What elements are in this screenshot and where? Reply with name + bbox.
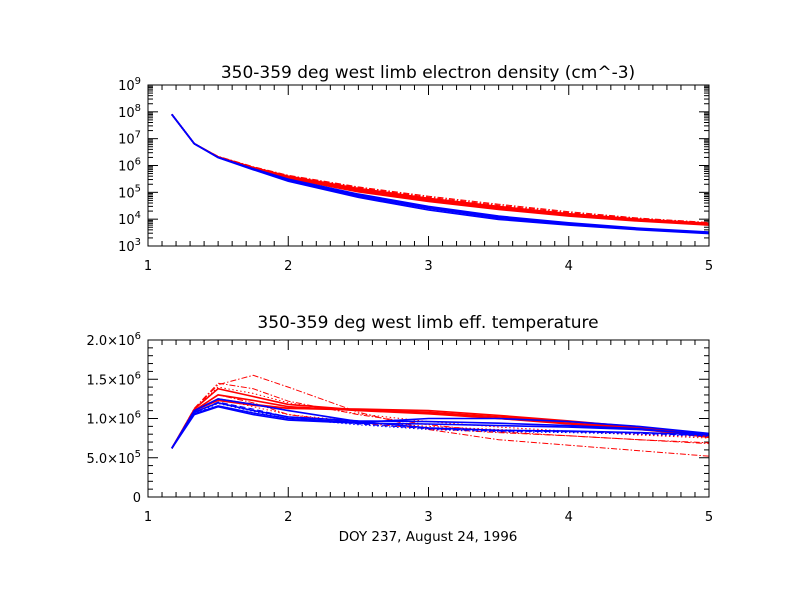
y-tick-exponent: 5 (135, 449, 141, 460)
x-tick-label: 5 (705, 510, 713, 525)
y-tick-label: 103 (118, 237, 141, 255)
y-tick-base: 10 (118, 452, 135, 467)
y-tick-base: 10 (118, 373, 135, 388)
temperature-plot-frame (147, 339, 710, 498)
x-tick-label: 3 (424, 510, 432, 525)
y-tick-exponent: 5 (135, 183, 141, 194)
y-tick-base: 10 (118, 186, 135, 201)
y-tick-mantissa: 1.5× (87, 373, 119, 388)
y-tick-label: 0 (133, 491, 141, 506)
y-tick-label: 104 (118, 210, 141, 228)
y-tick-label: 1.5×106 (87, 370, 142, 388)
red-series-line (171, 386, 710, 449)
red-series-line (171, 114, 710, 225)
y-tick-base: 10 (118, 133, 135, 148)
y-tick-exponent: 9 (135, 76, 141, 87)
temperature-panel: 350-359 deg west limb eff. temperature 1… (87, 313, 714, 545)
density-series (171, 113, 710, 235)
blue-series-line (171, 398, 710, 449)
y-tick-label: 105 (118, 183, 141, 201)
y-tick-base: 10 (118, 413, 135, 428)
y-tick-label: 108 (118, 103, 141, 121)
x-tick-label: 3 (424, 259, 432, 274)
temperature-series (171, 374, 710, 457)
y-tick-base: 10 (118, 160, 135, 175)
y-tick-base: 10 (118, 79, 135, 94)
y-tick-base: 10 (118, 106, 135, 121)
y-tick-label: 2.0×106 (87, 331, 142, 349)
x-tick-label: 5 (705, 259, 713, 274)
y-tick-exponent: 7 (135, 130, 141, 141)
x-tick-label: 1 (144, 510, 152, 525)
x-tick-label: 2 (284, 259, 292, 274)
x-tick-label: 2 (284, 510, 292, 525)
y-tick-label: 109 (118, 76, 141, 94)
blue-series-line (171, 113, 710, 233)
blue-series-line (171, 401, 710, 449)
temperature-title: 350-359 deg west limb eff. temperature (257, 313, 598, 333)
y-tick-exponent: 4 (135, 210, 141, 221)
y-tick-label: 1.0×106 (87, 410, 142, 428)
x-tick-label: 4 (565, 259, 573, 274)
y-tick-exponent: 3 (135, 237, 141, 248)
blue-series-line (171, 113, 710, 234)
density-plot-frame (147, 84, 710, 247)
blue-series-line (171, 113, 710, 235)
density-title: 350-359 deg west limb electron density (… (221, 63, 635, 83)
y-tick-mantissa: 1.0× (87, 413, 119, 428)
blue-series-line (171, 113, 710, 234)
y-tick-base: 10 (118, 213, 135, 228)
y-tick-mantissa: 2.0× (87, 334, 119, 349)
red-series-line (171, 374, 710, 457)
y-tick-exponent: 6 (135, 370, 141, 381)
y-tick-label: 5.0×105 (87, 449, 142, 467)
y-tick-exponent: 6 (135, 157, 141, 168)
y-tick-label: 106 (118, 157, 141, 175)
x-tick-label: 1 (144, 259, 152, 274)
y-tick-base: 10 (118, 334, 135, 349)
y-tick-exponent: 8 (135, 103, 141, 114)
y-tick-mantissa: 5.0× (87, 452, 119, 467)
temperature-x-axis-label: DOY 237, August 24, 1996 (339, 529, 518, 545)
y-tick-base: 10 (118, 240, 135, 255)
density-panel: 350-359 deg west limb electron density (… (118, 63, 713, 274)
y-tick-mantissa: 0 (133, 491, 141, 506)
y-tick-exponent: 6 (135, 331, 141, 342)
y-tick-exponent: 6 (135, 410, 141, 421)
y-tick-label: 107 (118, 130, 141, 148)
x-tick-label: 4 (565, 510, 573, 525)
blue-series-line (171, 403, 710, 449)
